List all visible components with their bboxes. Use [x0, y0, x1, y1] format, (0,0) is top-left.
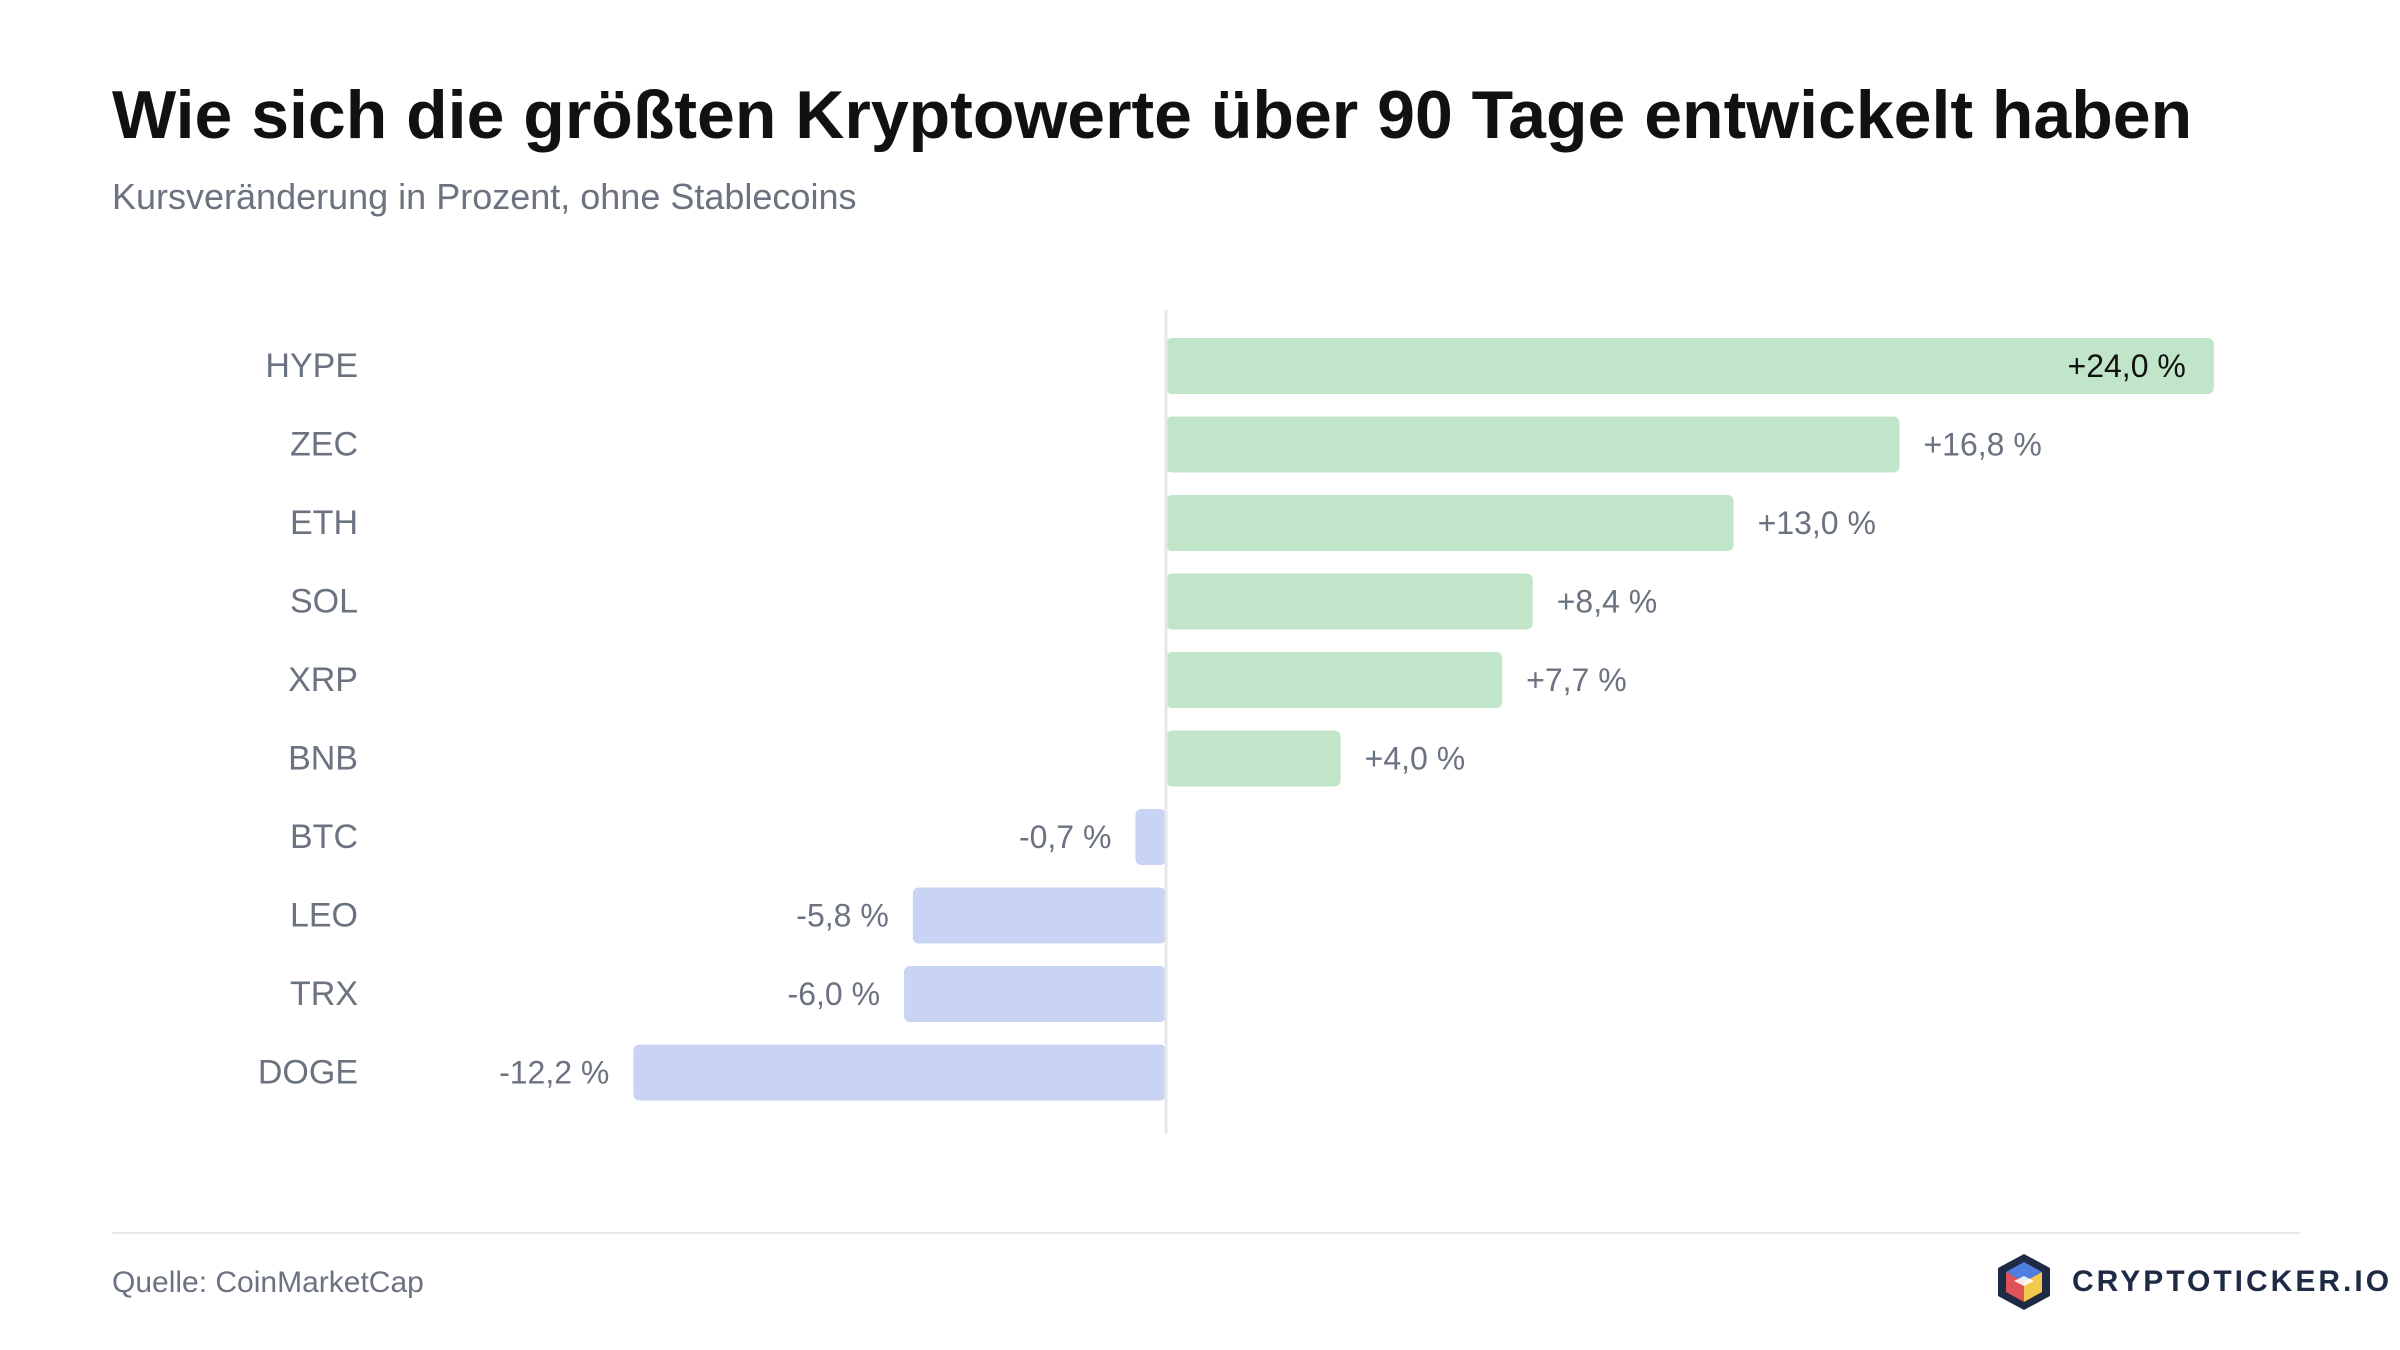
bar-btc [1135, 809, 1166, 865]
bar-doge [633, 1044, 1166, 1101]
value-labels-group: +24,0 % +16,8 % +13,0 % +8,4 % +7,7 % +4,0 % -… [499, 348, 2186, 1091]
value-label-hype: +24,0 % [2068, 348, 2186, 384]
category-label-bnb: BNB [288, 740, 358, 778]
footer-divider [112, 1232, 2300, 1234]
bar-sol [1166, 573, 1533, 630]
category-label-trx: TRX [290, 975, 358, 1013]
bar-zec [1166, 416, 1900, 473]
category-label-btc: BTC [290, 818, 358, 856]
bar-eth [1166, 495, 1734, 551]
bar-trx [904, 966, 1166, 1022]
bars-group [633, 338, 2214, 1101]
category-label-hype: HYPE [265, 347, 358, 385]
value-label-btc: -0,7 % [1019, 819, 1111, 855]
bar-bnb [1166, 730, 1341, 787]
source-note: Quelle: CoinMarketCap [112, 1266, 424, 1299]
bar-leo [912, 887, 1166, 944]
category-labels-group: HYPE ZEC ETH SOL XRP BNB BTC LEO TRX DOGE [258, 347, 358, 1092]
value-label-leo: -5,8 % [796, 898, 888, 934]
value-label-sol: +8,4 % [1557, 584, 1658, 620]
category-label-sol: SOL [290, 583, 358, 621]
value-label-doge: -12,2 % [499, 1055, 609, 1091]
value-label-zec: +16,8 % [1923, 427, 2041, 463]
category-label-doge: DOGE [258, 1054, 358, 1092]
cube-logo-icon [1998, 1254, 2050, 1310]
category-label-leo: LEO [290, 897, 358, 935]
chart-subtitle: Kursveränderung in Prozent, ohne Stablec… [112, 176, 857, 217]
category-label-eth: ETH [290, 504, 358, 542]
value-label-eth: +13,0 % [1758, 505, 1876, 541]
bar-chart: HYPE ZEC ETH SOL XRP BNB BTC LEO TRX DOGE +24,0 %… [258, 310, 2214, 1134]
value-label-bnb: +4,0 % [1365, 741, 1466, 777]
brand-name: CRYPTOTICKER.IO [2072, 1265, 2393, 1298]
value-label-xrp: +7,7 % [1526, 662, 1627, 698]
category-label-zec: ZEC [290, 426, 358, 464]
chart-title: Wie sich die größten Kryptowerte über 90… [112, 77, 2193, 153]
bar-xrp [1166, 652, 1503, 708]
category-label-xrp: XRP [288, 661, 358, 699]
value-label-trx: -6,0 % [788, 976, 880, 1012]
brand: CRYPTOTICKER.IO [1992, 1250, 2392, 1314]
bar-hype [1166, 338, 2214, 394]
